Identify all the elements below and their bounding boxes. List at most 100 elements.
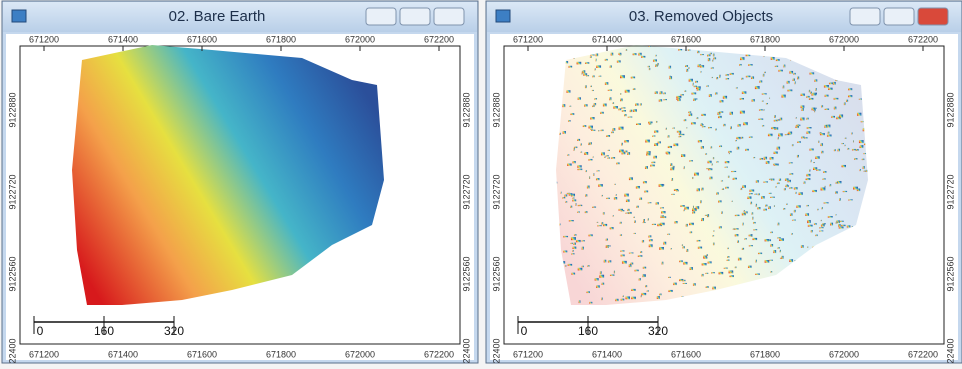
object-point — [838, 224, 840, 226]
window-title: 02. Bare Earth — [169, 8, 266, 25]
x-tick-label: 672200 — [424, 34, 454, 44]
y-tick-label: 9122720 — [491, 174, 501, 209]
y-tick-label: 9122880 — [7, 92, 17, 127]
object-point — [660, 91, 663, 94]
object-point — [627, 152, 630, 155]
object-point — [721, 211, 722, 213]
object-point — [809, 90, 810, 92]
object-point — [572, 250, 574, 251]
x-tick-label: 671800 — [266, 349, 296, 359]
object-point — [812, 108, 815, 111]
object-point — [842, 165, 846, 167]
object-point — [741, 78, 743, 80]
object-point — [774, 152, 778, 154]
object-point — [571, 243, 573, 244]
object-point — [758, 193, 760, 195]
object-point — [689, 113, 692, 116]
object-point — [789, 187, 792, 188]
close-button[interactable] — [434, 8, 464, 25]
object-point — [580, 152, 582, 153]
object-point — [697, 188, 700, 191]
object-point — [801, 137, 804, 139]
object-point — [726, 74, 729, 76]
maximize-button[interactable] — [884, 8, 914, 25]
x-tick-label: 672000 — [345, 349, 375, 359]
object-point — [613, 102, 615, 104]
object-point — [697, 240, 701, 242]
y-tick-label: 9122560 — [945, 256, 955, 291]
object-point — [634, 233, 636, 234]
y-tick-label: 9122720 — [945, 174, 955, 209]
object-point — [689, 160, 693, 161]
object-point — [610, 275, 614, 276]
object-point — [633, 53, 637, 55]
object-point — [604, 157, 605, 158]
object-point — [809, 170, 810, 172]
object-point — [622, 110, 626, 112]
object-point — [761, 196, 765, 199]
object-point — [725, 161, 729, 163]
object-point — [762, 125, 764, 126]
object-point — [730, 275, 734, 277]
object-point — [628, 212, 631, 214]
object-point — [801, 94, 805, 96]
maximize-button[interactable] — [400, 8, 430, 25]
object-point — [715, 92, 717, 94]
object-point — [766, 103, 768, 104]
minimize-button[interactable] — [850, 8, 880, 25]
object-point — [641, 56, 645, 58]
object-point — [787, 81, 790, 84]
y-tick-label: 9122400 — [7, 338, 17, 364]
object-point — [800, 118, 804, 121]
object-point — [596, 65, 601, 67]
y-tick-label: 9122400 — [491, 338, 501, 364]
object-point — [605, 59, 608, 61]
object-point — [567, 154, 569, 155]
object-point — [758, 119, 763, 120]
x-tick-label: 671400 — [108, 349, 138, 359]
object-point — [634, 220, 636, 222]
object-point — [718, 116, 722, 118]
object-point — [821, 187, 826, 190]
object-point — [629, 264, 632, 267]
object-point — [607, 157, 610, 158]
object-point — [742, 91, 747, 93]
object-point — [705, 215, 707, 216]
object-point — [630, 110, 633, 112]
window: 03. Removed Objects671200671200671400671… — [486, 1, 962, 364]
object-point — [758, 253, 762, 254]
object-point — [574, 147, 577, 148]
object-point — [846, 100, 848, 102]
object-point — [731, 271, 733, 272]
object-point — [590, 117, 594, 119]
object-point — [835, 214, 836, 215]
object-point — [804, 137, 807, 138]
y-tick-label: 9122560 — [461, 256, 471, 291]
object-point — [580, 205, 582, 206]
object-point — [598, 130, 599, 131]
object-point — [670, 163, 672, 166]
object-point — [573, 148, 574, 151]
object-point — [740, 111, 745, 114]
object-point — [577, 165, 581, 167]
object-point — [597, 170, 600, 171]
object-point — [659, 294, 661, 296]
object-point — [783, 65, 785, 68]
x-tick-label: 672000 — [829, 349, 859, 359]
object-point — [582, 266, 584, 268]
object-point — [763, 109, 764, 110]
minimize-button[interactable] — [366, 8, 396, 25]
object-point — [742, 185, 746, 188]
object-point — [700, 54, 704, 55]
object-point — [579, 300, 581, 303]
close-button[interactable] — [918, 8, 948, 25]
scale-label: 320 — [648, 324, 668, 338]
object-point — [655, 55, 656, 57]
object-point — [836, 182, 838, 184]
object-point — [819, 227, 823, 228]
object-point — [635, 103, 638, 105]
object-point — [712, 235, 714, 236]
object-point — [806, 96, 809, 98]
y-tick-label: 9122880 — [461, 92, 471, 127]
object-point — [696, 206, 700, 209]
